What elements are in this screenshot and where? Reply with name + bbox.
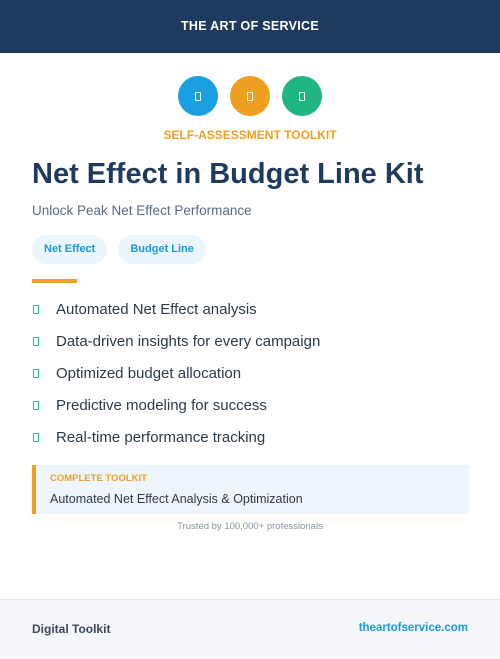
check-icon [33,336,39,346]
icon-circle-blue [178,76,218,116]
footer-label: Digital Toolkit [32,622,111,636]
feature-item: Data-driven insights for every campaign [32,325,320,357]
callout-label: COMPLETE TOOLKIT [50,473,147,484]
callout-text: Automated Net Effect Analysis & Optimiza… [50,492,303,506]
feature-text: Real-time performance tracking [56,428,266,446]
toolkit-callout: COMPLETE TOOLKIT Automated Net Effect An… [32,465,469,514]
feature-text: Data-driven insights for every campaign [56,332,321,350]
icon-circle-green [282,76,322,116]
check-icon [33,432,39,442]
tag-net-effect[interactable]: Net Effect [32,235,108,264]
feature-item: Real-time performance tracking [32,421,320,453]
feature-list: Automated Net Effect analysis Data-drive… [32,293,320,453]
feature-text: Optimized budget allocation [56,364,242,382]
feature-item: Optimized budget allocation [32,357,320,389]
kicker-label: SELF-ASSESSMENT TOOLKIT [163,128,337,142]
website-link[interactable]: theartofservice.com [358,622,468,634]
accent-divider [32,279,77,283]
tag-list: Net Effect Budget Line [32,235,206,264]
tag-budget-line[interactable]: Budget Line [118,235,206,264]
document-icon [195,91,201,101]
footer: Digital Toolkit theartofservice.com [0,599,500,659]
check-icon [33,304,39,314]
feature-item: Predictive modeling for success [32,389,320,421]
feature-text: Predictive modeling for success [56,396,267,414]
feature-text: Automated Net Effect analysis [56,300,257,318]
top-banner: THE ART OF SERVICE [0,0,500,53]
page-subtitle: Unlock Peak Net Effect Performance [32,203,252,218]
check-icon [33,400,39,410]
document-icon [299,91,305,101]
check-icon [33,368,39,378]
feature-item: Automated Net Effect analysis [32,293,320,325]
icon-row [0,76,500,116]
trust-note: Trusted by 100,000+ professionals [177,521,323,532]
brand-name: THE ART OF SERVICE [180,19,320,33]
page-title: Net Effect in Budget Line Kit [32,158,424,190]
document-icon [247,91,253,101]
icon-circle-orange [230,76,270,116]
